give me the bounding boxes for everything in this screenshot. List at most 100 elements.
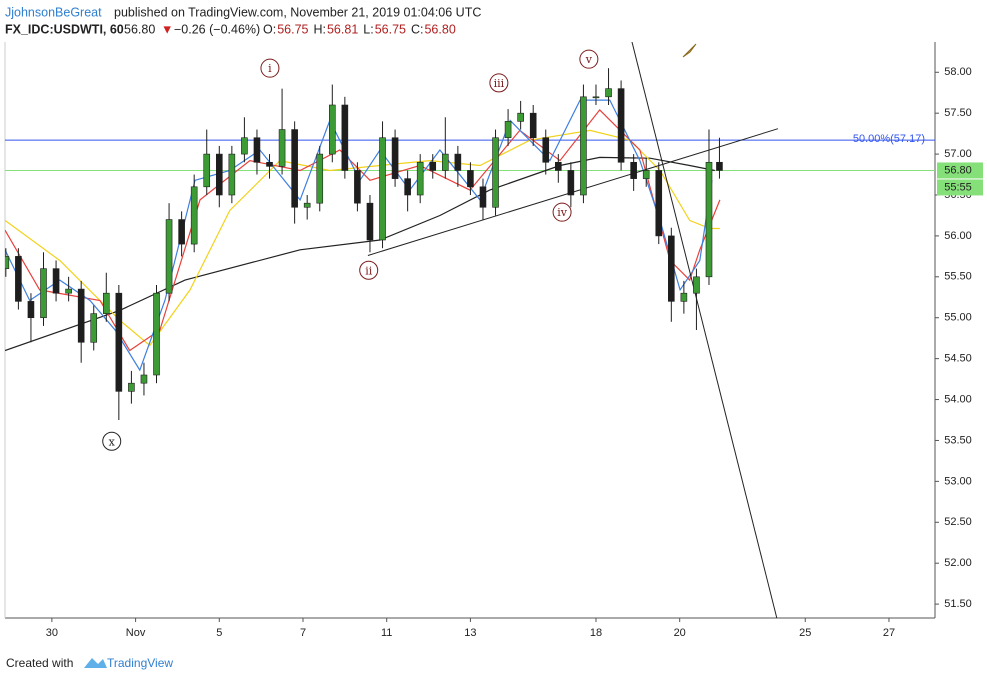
ohlc-value: 56.75	[277, 22, 308, 36]
ohlc: O: 56.75 H: 56.81 L: 56.75 C: 56.80	[263, 22, 456, 36]
y-tick-label: 54.50	[944, 353, 972, 365]
footer: Created with TradingView	[6, 656, 173, 670]
y-tick-label: 52.50	[944, 516, 972, 528]
candle-body	[303, 202, 311, 208]
x-tick-label: 20	[674, 627, 686, 639]
wave-circle	[102, 431, 122, 451]
last-price: 56.80	[124, 22, 155, 36]
candle-body	[15, 256, 22, 302]
x-tick-label: 18	[590, 627, 602, 639]
symbol: FX_IDC:USDWTI, 60	[5, 22, 124, 36]
candle-body	[266, 161, 273, 167]
wave-label: iii	[494, 77, 505, 90]
candle-body	[178, 219, 185, 245]
candle-body	[153, 292, 160, 376]
y-tick-label: 54.00	[944, 393, 972, 405]
candle-body	[278, 129, 286, 167]
y-tick-label: 52.00	[944, 557, 972, 569]
logo	[84, 658, 107, 668]
x-tick-label: 7	[300, 627, 306, 639]
candle-body	[65, 288, 72, 294]
change-arrow: ▼	[161, 22, 173, 36]
candle-body	[642, 170, 650, 179]
candle-body	[52, 268, 60, 294]
ohlc-label: H:	[313, 22, 326, 36]
y-tick-label: 53.50	[944, 434, 972, 446]
ohlc-label: C:	[411, 22, 424, 36]
wave-label: ii	[365, 264, 373, 277]
candle-body	[115, 292, 123, 392]
candle-body	[90, 313, 98, 343]
candle-body	[467, 170, 474, 188]
candle-body	[479, 186, 487, 208]
trend-line	[631, 42, 778, 618]
wave-circle	[552, 202, 572, 222]
candle-body	[668, 235, 675, 302]
candle-body	[128, 382, 135, 392]
wave-circle	[579, 49, 599, 69]
candle-body	[529, 112, 537, 139]
x-tick-label: 25	[799, 627, 811, 639]
y-tick-label: 55.00	[944, 312, 972, 324]
candle-body	[40, 268, 47, 319]
y-tick-label: 56.00	[944, 230, 972, 242]
author[interactable]: JjohnsonBeGreat	[5, 5, 102, 19]
candle-body	[555, 161, 562, 171]
ohlc-value: 56.80	[424, 22, 455, 36]
price-label-box	[937, 162, 983, 179]
x-tick-label: 27	[883, 627, 895, 639]
change: −0.26 (−0.46%)	[174, 22, 260, 36]
candle-body	[454, 153, 462, 171]
countdown: 55:55	[944, 181, 972, 193]
candle-body	[190, 186, 198, 245]
y-tick-label: 57.00	[944, 148, 972, 160]
x-tick-label: 5	[216, 627, 222, 639]
candle-body	[379, 137, 386, 241]
wave-label: iv	[557, 206, 568, 219]
wave-label: x	[109, 435, 116, 448]
candle-body	[366, 202, 374, 241]
arrow-tip	[682, 43, 697, 58]
ohlc-label: L:	[363, 22, 373, 36]
y-tick-label: 51.50	[944, 598, 972, 610]
candle-body	[140, 374, 148, 384]
brand[interactable]: TradingView	[107, 656, 173, 670]
candle-body	[416, 161, 424, 196]
wave-label: i	[268, 62, 272, 75]
header: JjohnsonBeGreat published on TradingView…	[5, 5, 481, 36]
footer-text: Created with	[6, 656, 73, 670]
x-tick-label: Nov	[126, 627, 146, 639]
candle-body	[228, 153, 236, 196]
countdown-box	[937, 179, 983, 196]
y-tick-label: 53.00	[944, 475, 972, 487]
candle-body	[592, 96, 600, 99]
candle-body	[580, 96, 587, 196]
candle-body	[429, 161, 437, 171]
ohlc-value: 56.75	[375, 22, 406, 36]
candle-body	[442, 153, 449, 171]
candle-body	[291, 129, 298, 208]
candle-body	[655, 170, 663, 237]
candle-body	[504, 121, 512, 139]
candle-body	[203, 153, 211, 188]
candle-body	[404, 178, 411, 196]
moving-average	[5, 129, 720, 347]
candle-body	[215, 153, 223, 196]
candle-body	[693, 276, 700, 294]
candle-body	[391, 137, 399, 179]
x-tick-label: 30	[46, 627, 58, 639]
candle-body	[605, 88, 612, 98]
candle-body	[316, 153, 324, 204]
candle-body	[27, 301, 35, 319]
ohlc-value: 56.81	[327, 22, 358, 36]
wave-circle	[359, 260, 379, 280]
published: published on TradingView.com, November 2…	[114, 5, 481, 19]
fib-label: 50.00%(57.17)	[853, 133, 925, 145]
candle-body	[165, 219, 173, 294]
price-label: 56.80	[944, 164, 972, 176]
y-tick-label: 55.50	[944, 271, 972, 283]
wave-circle	[260, 58, 280, 78]
